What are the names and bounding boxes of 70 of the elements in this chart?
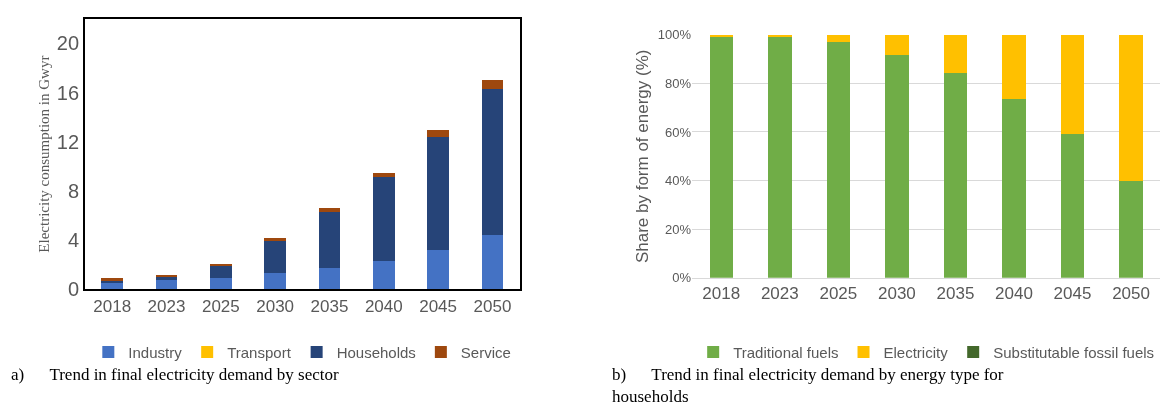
legend-label: Households bbox=[336, 343, 416, 361]
y-tick-label: 0% bbox=[672, 270, 692, 286]
bar bbox=[1060, 34, 1085, 135]
y-tick-label: 0 bbox=[67, 278, 80, 301]
bar bbox=[826, 41, 851, 278]
legend-label: Traditional fuels bbox=[733, 343, 839, 361]
bar bbox=[209, 278, 232, 290]
x-tick-label: 2023 bbox=[147, 296, 186, 316]
x-tick-label: 2040 bbox=[364, 296, 403, 316]
x-tick-label: 2023 bbox=[760, 284, 799, 304]
bar bbox=[1002, 34, 1026, 100]
bar bbox=[709, 34, 733, 37]
bar bbox=[1060, 134, 1085, 278]
y-tick-label: 100% bbox=[657, 27, 692, 43]
text: a) Trend in final electricity demand by sector bbox=[11, 365, 339, 384]
x-tick-label: 2030 bbox=[877, 284, 916, 304]
bar bbox=[318, 211, 341, 269]
y-tick-label: 16 bbox=[56, 81, 80, 104]
bar bbox=[1002, 99, 1026, 278]
y-tick-label: 4 bbox=[67, 229, 80, 252]
legend-label: Substitutable fossil fuels bbox=[993, 343, 1155, 361]
bar bbox=[318, 268, 341, 290]
bar bbox=[264, 241, 287, 274]
bar bbox=[943, 73, 968, 278]
x-tick-label: 2045 bbox=[419, 296, 458, 316]
bar bbox=[427, 136, 449, 251]
x-tick-label: 2030 bbox=[256, 296, 295, 316]
x-tick-label: 2040 bbox=[995, 284, 1033, 304]
bar bbox=[264, 273, 287, 290]
x-tick-label: 2045 bbox=[1053, 284, 1092, 304]
x-tick-label: 2050 bbox=[1112, 284, 1150, 304]
bar bbox=[885, 34, 909, 55]
x-tick-label: 2035 bbox=[310, 296, 349, 316]
bar bbox=[481, 235, 504, 290]
bar bbox=[768, 34, 792, 37]
bar bbox=[709, 36, 733, 278]
y-axis-title: Share by form of energy (%) bbox=[633, 49, 653, 264]
bar bbox=[1119, 34, 1143, 181]
text: b) Trend in final electricity demand by energy type for households bbox=[612, 365, 1004, 407]
y-tick-label: 80% bbox=[664, 75, 692, 91]
y-tick-label: 60% bbox=[664, 124, 692, 140]
legend-label: Electricity bbox=[883, 343, 949, 361]
bar bbox=[943, 34, 968, 74]
x-tick-label: 2050 bbox=[473, 296, 512, 316]
bar bbox=[427, 129, 449, 137]
x-tick-label: 2025 bbox=[819, 284, 858, 304]
y-tick-label: 20% bbox=[664, 221, 692, 237]
y-tick-label: 40% bbox=[664, 173, 692, 189]
bar bbox=[481, 88, 504, 236]
x-tick-label: 2018 bbox=[702, 284, 741, 304]
bar bbox=[372, 177, 395, 262]
x-tick-label: 2035 bbox=[936, 284, 975, 304]
bar bbox=[826, 34, 851, 42]
y-tick-label: 20 bbox=[56, 32, 80, 55]
bar bbox=[481, 80, 504, 89]
legend-label: Transport bbox=[227, 343, 292, 361]
bar bbox=[885, 54, 909, 278]
y-axis-title: Electricity consumption in Gwyr bbox=[35, 55, 52, 253]
legend-label: Service bbox=[460, 343, 511, 361]
y-tick-label: 8 bbox=[67, 180, 80, 202]
bar bbox=[372, 261, 395, 290]
bar bbox=[1119, 180, 1143, 278]
x-tick-label: 2018 bbox=[93, 296, 132, 316]
bar bbox=[209, 265, 232, 279]
legend-label: Industry bbox=[128, 343, 183, 361]
bar bbox=[318, 208, 341, 212]
x-tick-label: 2025 bbox=[201, 296, 240, 316]
bar bbox=[768, 36, 792, 278]
y-tick-label: 12 bbox=[56, 130, 80, 153]
bar bbox=[427, 250, 449, 290]
